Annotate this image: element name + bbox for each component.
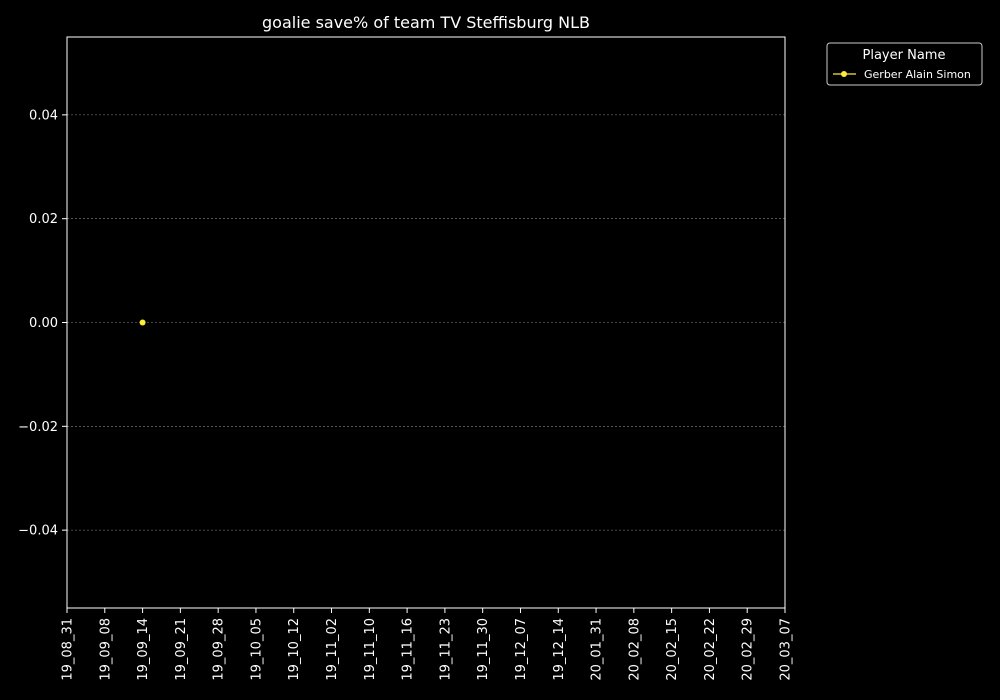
x-tick-label: 19_11_30 <box>476 618 491 681</box>
legend: Player Name Gerber Alain Simon <box>826 42 983 86</box>
chart-title: goalie save% of team TV Steffisburg NLB <box>262 13 590 32</box>
x-axis: 19_08_31 19_09_08 19_09_14 19_09_21 19_09_28… <box>61 608 794 681</box>
x-tick-label: 20_02_29 <box>741 618 756 681</box>
x-tick-label: 19_09_21 <box>174 618 189 681</box>
x-tick-label: 20_02_15 <box>665 618 680 681</box>
legend-title: Player Name <box>863 48 946 63</box>
legend-marker-dot <box>841 71 847 77</box>
data-point <box>139 319 146 326</box>
x-tick-label: 19_12_14 <box>552 618 567 681</box>
x-tick-label: 19_09_28 <box>212 618 227 681</box>
y-tick-label: −0.04 <box>18 524 58 539</box>
y-tick-label: 0.04 <box>29 108 58 123</box>
y-tick-label: 0.00 <box>29 316 58 331</box>
series-layer <box>139 319 146 326</box>
x-tick-label: 19_12_07 <box>514 618 529 681</box>
x-tick-label: 20_02_22 <box>703 618 718 681</box>
x-tick-label: 20_01_31 <box>590 618 605 681</box>
x-tick-label: 19_10_12 <box>287 618 302 681</box>
x-tick-label: 19_08_31 <box>61 618 76 681</box>
x-tick-label: 19_11_23 <box>438 618 453 681</box>
x-tick-label: 19_10_05 <box>249 618 264 681</box>
x-tick-label: 19_09_14 <box>136 618 151 681</box>
plot-frame <box>66 36 786 609</box>
x-tick-label: 19_09_08 <box>98 618 113 681</box>
legend-box <box>826 42 983 86</box>
x-tick-label: 19_11_02 <box>325 618 340 681</box>
y-tick-label: −0.02 <box>18 420 58 435</box>
legend-entry-label: Gerber Alain Simon <box>864 68 971 81</box>
x-tick-label: 19_11_16 <box>401 618 416 681</box>
y-axis: 0.04 0.02 0.00 −0.02 −0.04 <box>18 108 67 539</box>
x-tick-label: 20_02_08 <box>627 618 642 681</box>
x-tick-label: 20_03_07 <box>779 618 794 681</box>
y-tick-label: 0.02 <box>29 212 58 227</box>
x-tick-label: 19_11_10 <box>363 618 378 681</box>
